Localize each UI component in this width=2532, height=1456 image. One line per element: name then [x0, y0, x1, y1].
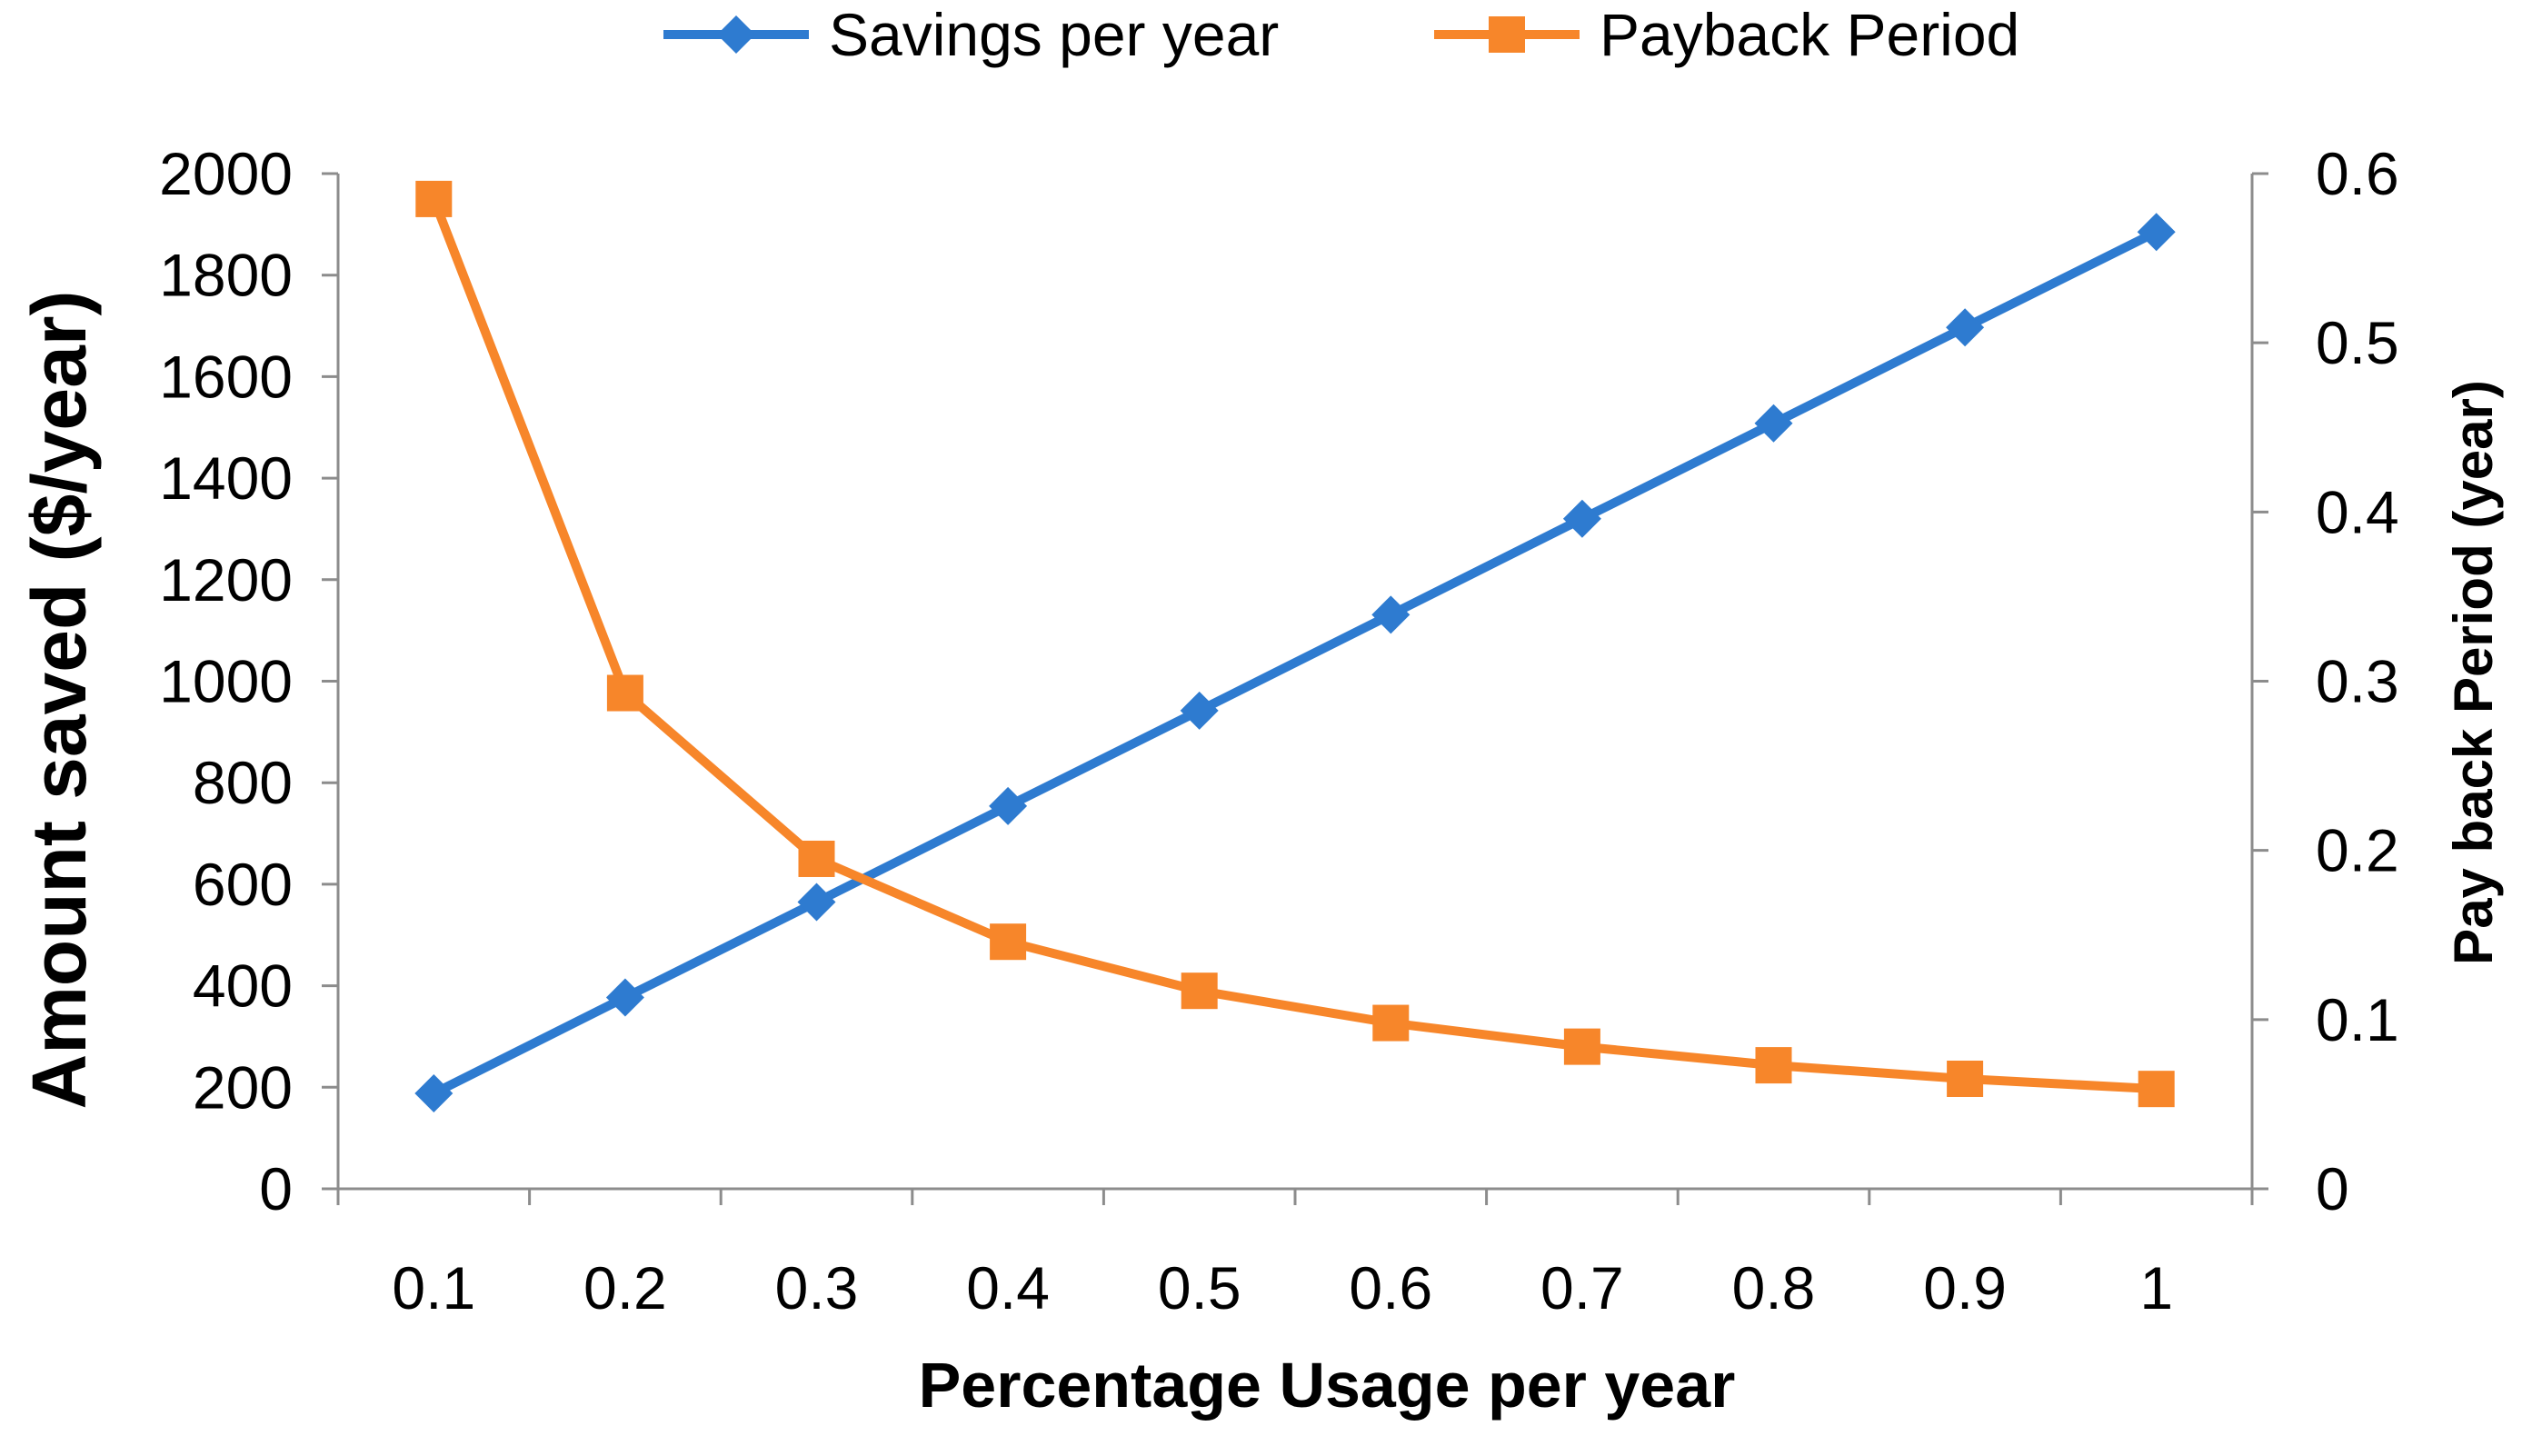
data-point-square [1372, 1004, 1410, 1042]
x-tick-label: 0.6 [1349, 1254, 1432, 1321]
data-point-diamond [1754, 404, 1793, 443]
legend-marker-square [1489, 16, 1525, 53]
y-tick-label-left: 400 [193, 952, 293, 1020]
x-tick-label: 0.3 [775, 1254, 859, 1321]
series-payback-period [415, 180, 2175, 1108]
y-tick-label-left: 1200 [159, 546, 293, 613]
series-line [432, 227, 2158, 1098]
legend-label: Payback Period [1600, 1, 2019, 68]
y-tick-label-left: 1000 [159, 648, 293, 715]
tick-labels: 0 200 400 600 800 1000 1200 1400 1600 1800 2000 0 0.… [159, 140, 2399, 1321]
y-tick-label-right: 0.6 [2316, 140, 2399, 207]
legend: Savings per year Payback Period [663, 1, 2019, 68]
legend-item: Savings per year [663, 1, 1279, 68]
y-axis-title-right: Pay back Period (year) [2443, 380, 2504, 965]
series-line [429, 197, 2157, 1094]
data-point-square [990, 923, 1027, 961]
data-point-square [606, 674, 643, 712]
y-tick-label-left: 1400 [159, 444, 293, 512]
y-tick-label-right: 0.3 [2316, 648, 2399, 715]
data-point-diamond [797, 883, 836, 922]
data-point-diamond [2137, 213, 2176, 252]
y-tick-label-left: 2000 [159, 140, 293, 207]
y-tick-label-right: 0 [2316, 1155, 2349, 1222]
legend-item: Payback Period [1434, 1, 2019, 68]
data-point-square [1947, 1060, 1984, 1097]
x-tick-label: 0.7 [1540, 1254, 1624, 1321]
y-tick-label-left: 0 [259, 1155, 293, 1222]
data-point-diamond [414, 1074, 454, 1113]
data-point-square [1755, 1047, 1792, 1084]
y-tick-label-left: 600 [193, 851, 293, 918]
x-axis-title: Percentage Usage per year [919, 1350, 1736, 1421]
data-point-square [1181, 972, 1218, 1010]
data-point-diamond [605, 978, 644, 1017]
data-point-diamond [1946, 308, 1985, 347]
y-tick-label-left: 1800 [159, 242, 293, 309]
y-tick-label-left: 800 [193, 749, 293, 816]
axes [322, 172, 2268, 1205]
data-point-diamond [1180, 691, 1219, 730]
y-tick-label-right: 0.4 [2316, 478, 2399, 545]
data-point-diamond [1371, 595, 1411, 634]
series [414, 180, 2176, 1113]
y-tick-label-right: 0.5 [2316, 309, 2399, 376]
x-tick-label: 1 [2139, 1254, 2173, 1321]
data-point-square [415, 180, 453, 217]
data-point-square [798, 840, 835, 877]
y-tick-label-left: 1600 [159, 343, 293, 410]
x-tick-label: 0.4 [966, 1254, 1050, 1321]
x-tick-label: 0.1 [392, 1254, 475, 1321]
data-point-diamond [989, 786, 1028, 825]
data-point-square [1563, 1028, 1600, 1065]
legend-marker-diamond [717, 15, 755, 54]
x-tick-label: 0.9 [1923, 1254, 2007, 1321]
x-tick-label: 0.5 [1158, 1254, 1241, 1321]
legend-label: Savings per year [829, 1, 1279, 68]
y-tick-label-right: 0.1 [2316, 986, 2399, 1053]
y-tick-label-right: 0.2 [2316, 817, 2399, 884]
x-tick-label: 0.8 [1732, 1254, 1816, 1321]
y-tick-label-left: 200 [193, 1053, 293, 1121]
x-tick-label: 0.2 [583, 1254, 667, 1321]
y-axis-title-left: Amount saved ($/year) [16, 291, 102, 1110]
data-point-square [2138, 1071, 2175, 1108]
series-savings-per-year [414, 213, 2176, 1113]
data-point-diamond [1562, 499, 1601, 538]
